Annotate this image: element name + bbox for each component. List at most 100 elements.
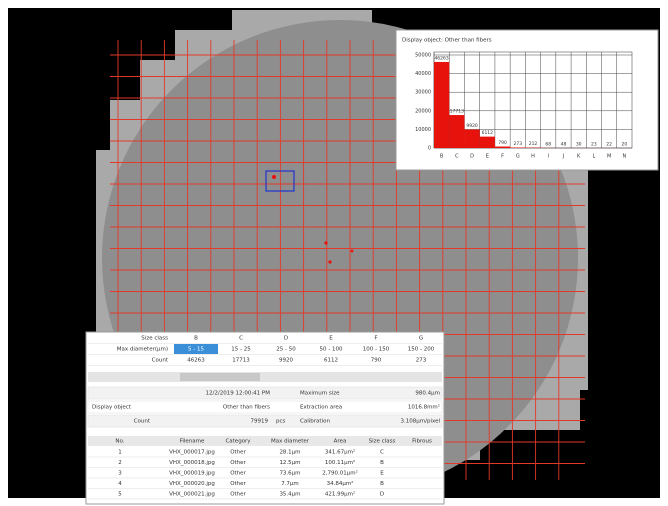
info-text: 1016.8mm² [408,404,440,411]
cell: 273 [416,358,427,364]
row-header: Max diameter(μm) [117,347,168,353]
cell: 9920 [279,358,293,364]
cell: 4 [118,481,122,487]
y-tick-label: 30000 [415,90,431,96]
cell: Other [230,471,246,477]
x-tick-label: J [562,154,564,160]
data-label: 790 [498,140,507,146]
data-label: 20 [622,141,628,147]
data-label: 6112 [482,130,494,136]
info-text: Maximum size [300,391,340,397]
column-header: No. [115,439,124,445]
cell: 7.7μm [281,481,299,487]
particle [272,175,276,179]
x-tick-label: L [593,154,596,160]
cell: C [239,336,243,342]
bar [434,61,450,148]
x-tick-label: E [486,154,489,160]
y-tick-label: 50000 [415,53,431,59]
selected-cell[interactable] [174,344,218,354]
cell: 12.5μm [279,460,300,466]
cell: 15 - 25 [231,347,251,353]
particle [328,260,332,264]
cell: Other [230,481,246,487]
row-header: Count [152,358,169,364]
info-text: pcs [276,419,286,425]
cell: 28.1μm [279,450,300,456]
info-row [87,414,443,428]
cell: G [419,336,423,342]
table-header [88,436,442,446]
x-tick-label: H [531,154,535,160]
cell: D [380,492,384,498]
info-text: Count [134,419,151,425]
scrollbar[interactable] [88,372,442,382]
cell: 100.11μm² [325,459,355,466]
cell: 35.4μm [279,492,300,498]
cell: 100 - 150 [363,347,390,353]
cell: F [374,336,377,342]
info-text: 980.4μm [415,391,440,397]
info-text: 79919 [251,419,269,425]
histogram-panel: Display object: Other than fibers 0 10000… [395,29,659,171]
info-row [87,386,443,400]
cell: Other [230,450,246,456]
cell: 1 [118,450,122,456]
data-label: 212 [529,141,538,147]
bar [479,136,495,148]
y-tick-label: 40000 [415,71,431,77]
x-tick-label: C [455,154,459,160]
cell: 50 - 100 [320,347,343,353]
x-tick-label: F [501,154,504,160]
cell: E [380,471,384,477]
row-header: Size class [141,336,168,342]
column-header: Max diameter [271,439,310,445]
data-label: 273 [513,141,522,147]
info-text: Calibration [300,419,330,425]
cell: 25 - 50 [276,347,296,353]
cell: 2,790.01μm² [322,470,358,477]
selection-box [265,170,295,192]
cell: VHX_000019.jpg [169,471,215,477]
cell: B [380,460,384,466]
x-tick-label: D [470,154,474,160]
x-tick-label: K [577,154,581,160]
cell: Other [230,492,246,498]
cell: 150 - 200 [408,347,435,353]
column-header: Size class [369,439,396,445]
bar [494,146,511,148]
data-label: 68 [545,141,551,147]
column-header: Area [334,439,347,445]
cell: 5 - 15 [188,347,204,353]
cell: 341.67μm² [325,449,355,456]
cell: 34.84μm² [327,480,354,487]
cell: VHX_000017.jpg [169,450,215,456]
column-header: Filename [180,439,205,445]
info-text: Extraction area [300,405,342,411]
cell: Other [230,460,246,466]
cell: 2 [118,460,122,466]
particle [350,249,354,253]
column-header: Fibrous [412,439,432,445]
y-tick-label: 10000 [415,127,431,133]
particle [324,241,328,245]
cell: 17713 [232,358,250,364]
cell: 46263 [187,358,205,364]
cell: 790 [371,358,382,364]
column-header: Category [225,439,251,445]
cell: D [284,336,288,342]
x-tick-label: G [516,154,520,160]
cell: E [329,336,333,342]
data-label: 23 [591,141,597,147]
cell: 3 [118,471,122,477]
cell: VHX_000018.jpg [169,460,215,466]
data-label: 30 [576,141,582,147]
cell: 421.99μm² [325,491,355,498]
cell: 73.6μm [279,471,300,477]
scroll-thumb[interactable] [180,373,260,381]
cell: C [380,450,384,456]
cell: B [194,336,198,342]
x-tick-label: B [440,154,444,160]
